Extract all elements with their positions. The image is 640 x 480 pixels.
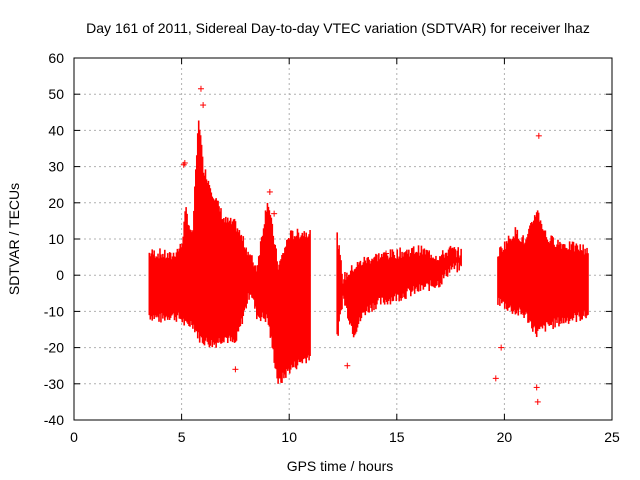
y-tick-label: 40 [48,122,64,138]
outlier-point [498,344,505,351]
outlier-point [534,398,541,405]
outlier-point [271,210,278,217]
data-marks [148,85,589,405]
outlier-point [266,188,273,195]
outlier-point [200,102,207,109]
x-tick-label: 5 [178,429,186,445]
x-tick-label: 0 [70,429,78,445]
y-axis-label: SDTVAR / TECUs [6,183,22,295]
outlier-point [232,366,239,373]
x-tick-label: 20 [497,429,513,445]
x-tick-label: 25 [604,429,620,445]
y-tick-label: -30 [44,376,64,392]
y-tick-label: 50 [48,86,64,102]
outlier-point [181,159,188,166]
y-tick-label: -10 [44,303,64,319]
tick-labels: 0 5 10 15 20 25 -40 -30 -20 -10 0 10 20 30 40 50 60 [44,50,620,445]
y-tick-label: -40 [44,412,64,428]
x-tick-label: 10 [281,429,297,445]
chart-title: Day 161 of 2011, Sidereal Day-to-day VTE… [86,20,590,36]
y-tick-label: 10 [48,231,64,247]
outlier-point [344,362,351,369]
y-tick-label: 60 [48,50,64,66]
outlier-point [383,250,390,257]
y-tick-label: 20 [48,195,64,211]
axis-ticks [73,57,613,421]
outlier-point [492,375,499,382]
x-axis-label: GPS time / hours [287,458,394,474]
y-tick-label: 0 [56,267,64,283]
outlier-point [535,132,542,139]
outlier-point [533,384,540,391]
outlier-point [197,85,204,92]
x-tick-label: 15 [389,429,405,445]
y-tick-label: -20 [44,340,64,356]
y-tick-label: 30 [48,159,64,175]
